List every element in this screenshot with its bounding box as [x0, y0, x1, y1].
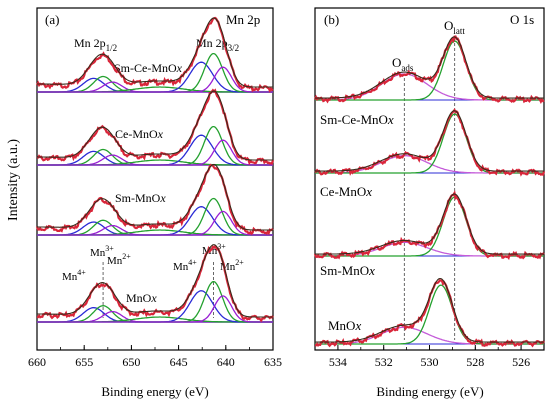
raw-spectrum-2 [313, 189, 545, 261]
panel-b-x-ticks: 534 532 530 528 526 [314, 345, 545, 369]
fit-envelope-2 [315, 193, 544, 255]
mn2p12-label: Mn 2p1/2 [74, 36, 117, 53]
fit-envelope-3 [36, 244, 273, 318]
mn2p32-label: Mn 2p3/2 [196, 36, 239, 53]
panel-a-tag: (a) [45, 12, 59, 27]
x-tick-label-528: 528 [466, 355, 484, 369]
panel-a-title: Mn 2p [226, 12, 260, 27]
fit-envelope-1 [315, 110, 544, 172]
raw-spectrum-0 [313, 35, 545, 105]
x-tick-label-530: 530 [421, 355, 439, 369]
fit-envelope-2 [36, 163, 273, 231]
fit-envelope-0 [36, 17, 273, 88]
x-tick-label-645: 645 [170, 355, 188, 369]
component-o-latt-2 [315, 196, 544, 257]
component-o-latt-0 [315, 40, 544, 101]
component-mn2-2p32-2 [37, 210, 273, 236]
sample-label-a-0: Sm-Ce-MnOx [114, 61, 183, 75]
raw-spectrum-2 [35, 163, 274, 236]
raw-spectrum-3 [314, 279, 545, 348]
fit-envelope-3 [315, 277, 544, 343]
component-mn4-2p32-2 [37, 206, 273, 236]
panel-b-title: O 1s [510, 12, 534, 27]
component-mn2-2p32-1 [37, 139, 273, 166]
x-tick-label-650: 650 [122, 355, 140, 369]
ion-mn2-left: Mn2+ [107, 252, 131, 267]
sample-label-b-3: MnOx [328, 318, 361, 333]
x-tick-label-640: 640 [217, 355, 235, 369]
panel-a-ylabel: Intensity (a.u.) [6, 139, 21, 221]
panel-b: (b) O 1s Binding energy (eV) Oads Olatt … [313, 7, 546, 399]
o-ads-label: Oads [392, 55, 414, 73]
panel-a-x-ticks: 660 655 650 645 640 635 [28, 345, 282, 369]
raw-spectrum-1 [314, 108, 546, 177]
ion-mn3-left: Mn3+ [90, 244, 114, 259]
fit-envelope-0 [315, 36, 544, 99]
sample-label-a-2: Sm-MnOx [115, 191, 166, 205]
panel-a: (a) Mn 2p Intensity (a.u.) Binding energ… [6, 7, 282, 399]
x-tick-label-635: 635 [264, 355, 282, 369]
panel-b-tag: (b) [324, 12, 339, 27]
x-tick-label-534: 534 [329, 355, 347, 369]
panel-a-plot [35, 16, 275, 323]
sample-label-a-3: MnOx [126, 291, 157, 305]
raw-spectrum-1 [36, 88, 275, 166]
x-tick-label-655: 655 [75, 355, 93, 369]
fit-envelope-1 [36, 90, 273, 161]
ion-mn4-left: Mn4+ [62, 268, 86, 283]
sample-label-b-2: Sm-MnOx [320, 263, 375, 278]
sample-label-b-1: Ce-MnOx [320, 184, 372, 199]
component-mn2-2p32-0 [37, 66, 273, 93]
x-tick-label-532: 532 [375, 355, 393, 369]
sample-label-a-1: Ce-MnOx [115, 127, 164, 141]
sample-label-b-0: Sm-Ce-MnOx [320, 112, 394, 127]
o-latt-label: Olatt [444, 18, 465, 36]
x-tick-label-660: 660 [28, 355, 46, 369]
x-tick-label-526: 526 [512, 355, 530, 369]
ion-mn4-right: Mn4+ [173, 258, 197, 273]
panel-b-xlabel: Binding energy (eV) [376, 384, 483, 399]
panel-b-plot [313, 35, 546, 348]
component-mn2-2p32-3 [37, 295, 273, 323]
panel-a-xlabel: Binding energy (eV) [101, 384, 208, 399]
